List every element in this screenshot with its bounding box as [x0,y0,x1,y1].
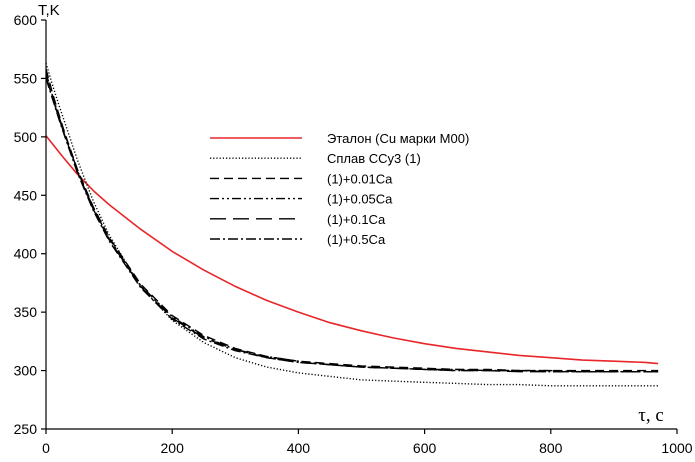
x-tick-label: 400 [287,440,311,456]
y-tick-label: 550 [14,70,38,86]
legend-label-3: (1)+0.01Ca [327,171,393,186]
x-axis-title: τ, с [638,405,664,426]
y-ticks: 250 300 350 400 450 500 550 600 [14,12,46,437]
plot-series [45,62,659,387]
y-tick-label: 300 [14,363,38,379]
series-line-3 [45,68,659,372]
legend: Эталон (Cu марки М00) Сплав ССу3 (1) (1)+0… [210,131,469,247]
series-line-6 [45,78,659,373]
y-tick-label: 600 [14,12,38,28]
x-ticks: 0 200 400 600 800 1000 [42,429,693,456]
x-tick-label: 600 [413,440,437,456]
x-tick-label: 1000 [661,440,692,456]
legend-label-6: (1)+0.5Ca [327,232,386,247]
axes [45,20,677,430]
x-tick-label: 0 [42,440,50,456]
series-line-4 [45,72,659,373]
x-tick-label: 200 [161,440,185,456]
y-tick-label: 400 [14,246,38,262]
series-line-1 [45,135,659,365]
legend-label-1: Эталон (Cu марки М00) [327,131,469,146]
y-axis-title: T,K [38,2,60,19]
legend-label-5: (1)+0.1Ca [327,212,386,227]
y-tick-label: 250 [14,421,38,437]
legend-label-4: (1)+0.05Ca [327,192,393,207]
y-tick-label: 450 [14,187,38,203]
y-tick-label: 500 [14,129,38,145]
x-tick-label: 800 [539,440,563,456]
y-tick-label: 350 [14,304,38,320]
legend-label-2: Сплав ССу3 (1) [327,151,421,166]
